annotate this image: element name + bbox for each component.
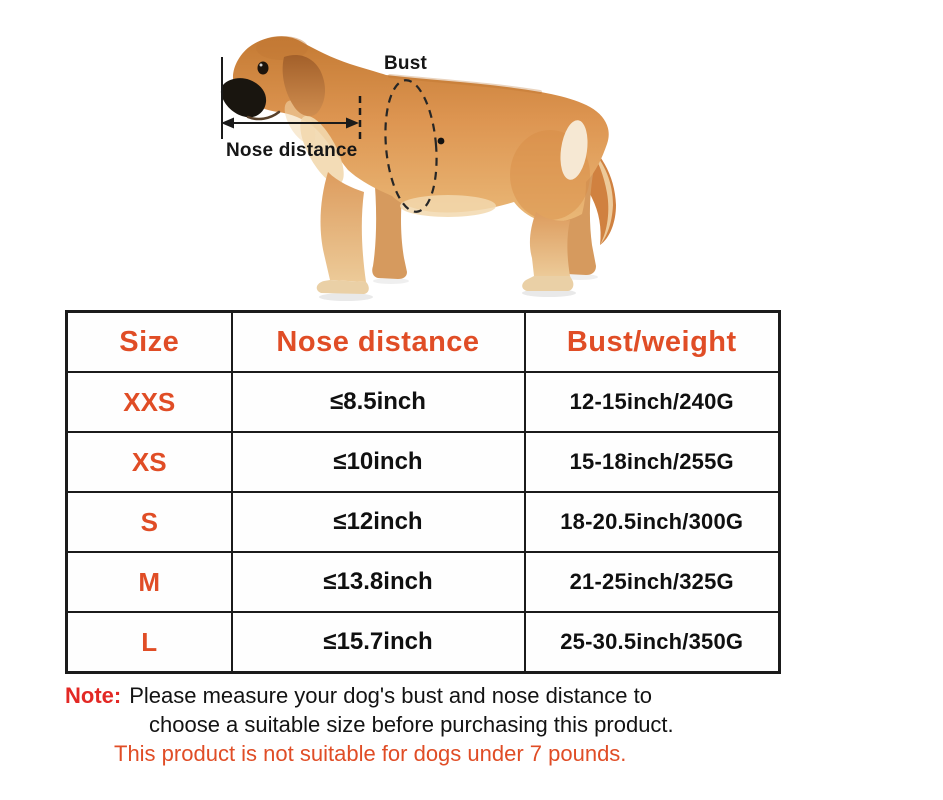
bust-weight-cell: 21-25inch/325G xyxy=(523,551,781,613)
size-cell: XXS xyxy=(65,371,233,433)
table-row: S ≤12inch 18-20.5inch/300G xyxy=(65,491,781,553)
bust-label: Bust xyxy=(384,53,428,74)
nose-distance-cell: ≤13.8inch xyxy=(230,551,526,613)
size-table: Size Nose distance Bust/weight XXS ≤8.5i… xyxy=(65,310,781,674)
nose-distance-cell: ≤12inch xyxy=(230,491,526,553)
note-text-1: Please measure your dog's bust and nose … xyxy=(129,683,652,708)
bust-weight-header-cell: Bust/weight xyxy=(523,310,781,373)
dog-body xyxy=(232,36,609,222)
note-section: Note: Please measure your dog's bust and … xyxy=(65,681,825,768)
note-line-2: choose a suitable size before purchasing… xyxy=(149,712,674,737)
nose-distance-header-cell: Nose distance xyxy=(230,310,526,373)
bust-weight-cell: 25-30.5inch/350G xyxy=(523,611,781,674)
bust-weight-cell: 18-20.5inch/300G xyxy=(523,491,781,553)
note-warning: This product is not suitable for dogs un… xyxy=(114,741,627,766)
nose-distance-cell: ≤10inch xyxy=(230,431,526,493)
dog-near-legs xyxy=(316,172,574,294)
size-cell: S xyxy=(65,491,233,553)
table-row: M ≤13.8inch 21-25inch/325G xyxy=(65,551,781,613)
bust-weight-cell: 15-18inch/255G xyxy=(523,431,781,493)
dog-ear xyxy=(282,54,326,117)
dog-eye xyxy=(257,61,269,75)
table-row: L ≤15.7inch 25-30.5inch/350G xyxy=(65,611,781,674)
nose-distance-label: Nose distance xyxy=(226,140,358,161)
nose-distance-cell: ≤15.7inch xyxy=(230,611,526,674)
size-cell: M xyxy=(65,551,233,613)
dog-illustration xyxy=(220,36,616,301)
size-header-cell: Size xyxy=(65,310,233,373)
nose-distance-cell: ≤8.5inch xyxy=(230,371,526,433)
bust-weight-cell: 12-15inch/240G xyxy=(523,371,781,433)
table-row: XXS ≤8.5inch 12-15inch/240G xyxy=(65,371,781,433)
size-cell: L xyxy=(65,611,233,674)
bust-annotation xyxy=(384,79,445,213)
table-header-row: Size Nose distance Bust/weight xyxy=(65,310,781,373)
note-label: Note: xyxy=(65,683,122,708)
size-table-wrap: Size Nose distance Bust/weight XXS ≤8.5i… xyxy=(65,310,781,674)
dog-muzzle xyxy=(220,78,281,121)
measurement-diagram: Bust Nose distance xyxy=(0,0,943,310)
size-cell: XS xyxy=(65,431,233,493)
nose-distance-annotation xyxy=(221,57,362,141)
table-row: XS ≤10inch 15-18inch/255G xyxy=(65,431,781,493)
note-line-1: Note: Please measure your dog's bust and … xyxy=(65,681,825,710)
